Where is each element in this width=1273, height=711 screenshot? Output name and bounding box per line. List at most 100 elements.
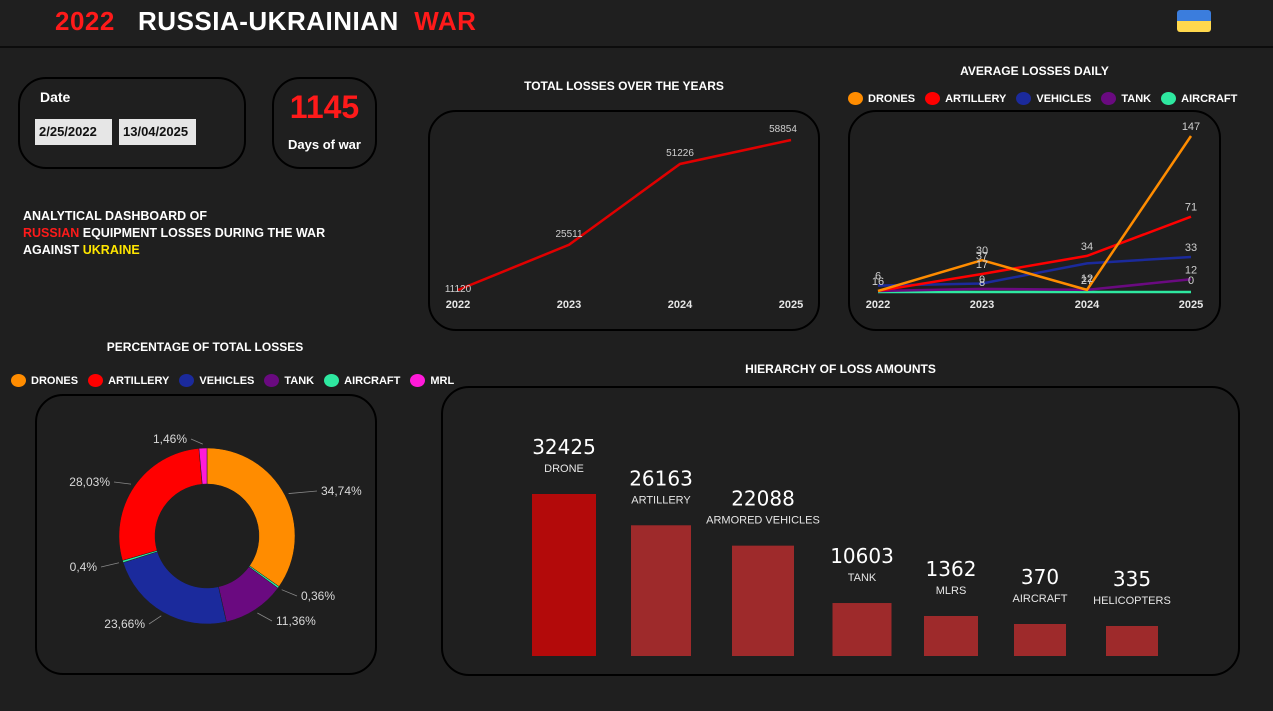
donut-slice-mrl: [198, 447, 208, 485]
slice-leader-line: [190, 438, 203, 445]
data-label: 0: [1188, 275, 1194, 287]
legend-item: TANK: [264, 374, 314, 387]
legend-swatch: [410, 374, 426, 387]
x-tick-label: 2025: [779, 299, 803, 311]
days-label: Days of war: [288, 137, 361, 152]
dashboard-description: ANALYTICAL DASHBOARD OF RUSSIAN EQUIPMEN…: [23, 208, 325, 259]
total-losses-chart: 2022 2023 2024 2025 11120 25511 51226 58854: [445, 124, 803, 311]
average-losses-chart: 2022 2023 2024 2025166303717083427121477133…: [866, 121, 1203, 311]
header-divider: [0, 46, 1273, 48]
data-label: 11120: [445, 284, 472, 295]
data-label: 6: [875, 271, 881, 283]
bar: [532, 494, 596, 656]
legend-label: VEHICLES: [1036, 92, 1092, 105]
legend-swatch: [1101, 92, 1117, 105]
slice-leader-line: [257, 612, 273, 622]
bar: [1106, 626, 1158, 656]
x-tick-label: 2022: [446, 299, 470, 311]
legend-swatch: [324, 374, 340, 387]
legend-swatch: [1161, 92, 1177, 105]
bar-value-label: 22088: [731, 487, 795, 511]
slice-percent-label: 11,36%: [276, 614, 316, 628]
slice-leader-line: [148, 615, 162, 625]
legend-label: DRONES: [868, 92, 916, 105]
date-label: Date: [40, 89, 71, 105]
slice-leader-line: [288, 490, 318, 494]
data-label: 58854: [769, 124, 797, 135]
slice-percent-label: 0,4%: [70, 560, 98, 574]
percentage-panel: 34,74% 0,36% 11,36% 23,66% 0,4% 28,03% 1,46%: [35, 394, 377, 675]
data-label: 34: [1081, 241, 1093, 253]
data-label: 27: [1081, 275, 1093, 287]
start-date-field[interactable]: 2/25/2022: [35, 119, 112, 145]
dashboard-title: 2022 RUSSIA-UKRAINIAN WAR: [55, 6, 476, 37]
days-value: 1145: [289, 89, 360, 125]
bar-category-label: AIRCRAFT: [1013, 593, 1068, 605]
bar: [1014, 624, 1066, 656]
percentage-donut-chart: 34,74% 0,36% 11,36% 23,66% 0,4% 28,03% 1,46%: [69, 432, 362, 631]
legend-swatch: [848, 92, 863, 105]
average-losses-title: AVERAGE LOSSES DAILY: [960, 64, 1109, 78]
data-label: 25511: [555, 229, 583, 240]
bar-value-label: 10603: [830, 544, 894, 568]
slice-leader-line: [100, 562, 120, 568]
total-losses-title: TOTAL LOSSES OVER THE YEARS: [524, 79, 724, 93]
description-line-2-rest: EQUIPMENT LOSSES DURING THE WAR: [79, 226, 326, 240]
series-line-drones: [877, 135, 1193, 293]
hierarchy-bar-chart: DRONE 32425 ARTILLERY 26163 ARMORED VEHICLES…: [532, 435, 1171, 656]
legend-item: DRONES: [848, 92, 915, 105]
data-label: 12: [1081, 273, 1093, 285]
description-line-1: ANALYTICAL DASHBOARD OF: [23, 209, 208, 223]
legend-label: ARTILLERY: [108, 374, 170, 387]
bar-category-label: TANK: [848, 572, 877, 584]
percentage-legend: DRONES ARTILLERY VEHICLES TANK AIRCRAFT MRL: [11, 374, 464, 387]
title-year: 2022: [55, 6, 115, 36]
average-losses-panel: 2022 2023 2024 2025 16 6 30 37 17 0 8 34 27 12 147 71 33…: [848, 110, 1221, 331]
hierarchy-title: HIERARCHY OF LOSS AMOUNTS: [745, 362, 936, 376]
data-label: 147: [1182, 121, 1200, 133]
total-losses-line: [457, 138, 792, 292]
bar: [832, 603, 892, 656]
legend-swatch: [88, 374, 104, 387]
legend-item: AIRCRAFT: [324, 374, 400, 387]
x-tick-label: 2024: [1075, 299, 1100, 311]
series-line-vehicles: [877, 255, 1192, 287]
x-tick-label: 2023: [970, 299, 994, 311]
description-russian: RUSSIAN: [23, 226, 80, 240]
donut-slice-vehicles: [122, 551, 227, 625]
bar-value-label: 26163: [629, 466, 693, 490]
description-line-2: RUSSIAN EQUIPMENT LOSSES DURING THE WAR: [23, 225, 325, 242]
legend-label: VEHICLES: [199, 374, 255, 387]
bar-value-label: 335: [1113, 567, 1151, 591]
title-war: WAR: [414, 6, 477, 36]
series-line-artillery: [877, 215, 1192, 293]
legend-label: AIRCRAFT: [344, 374, 401, 387]
data-label: 8: [979, 277, 985, 289]
legend-label: ARTILLERY: [945, 92, 1007, 105]
bar-category-label: HELICOPTERS: [1093, 595, 1171, 607]
data-label: 12: [1185, 264, 1197, 276]
legend-swatch: [179, 374, 195, 387]
slice-percent-label: 28,03%: [69, 475, 110, 489]
legend-swatch: [1016, 92, 1032, 105]
bar-value-label: 1362: [926, 557, 977, 581]
bar-category-label: ARTILLERY: [631, 494, 691, 506]
legend-label: MRL: [430, 374, 455, 387]
legend-item: MRL: [410, 374, 454, 387]
data-label: 30: [976, 245, 988, 257]
bar-category-label: MLRS: [936, 585, 967, 597]
donut-slice-artillery: [118, 448, 203, 561]
legend-item: VEHICLES: [1016, 92, 1091, 105]
x-tick-label: 2024: [668, 299, 693, 311]
legend-item: AIRCRAFT: [1161, 92, 1237, 105]
legend-swatch: [264, 374, 280, 387]
slice-percent-label: 23,66%: [104, 617, 145, 631]
legend-item: ARTILLERY: [925, 92, 1006, 105]
data-label: 71: [1185, 202, 1197, 214]
legend-item: TANK: [1101, 92, 1151, 105]
data-label: 17: [976, 259, 988, 271]
data-label: 0: [979, 274, 985, 286]
slice-leader-line: [281, 589, 298, 597]
end-date-field[interactable]: 13/04/2025: [119, 119, 196, 145]
x-tick-label: 2023: [557, 299, 581, 311]
